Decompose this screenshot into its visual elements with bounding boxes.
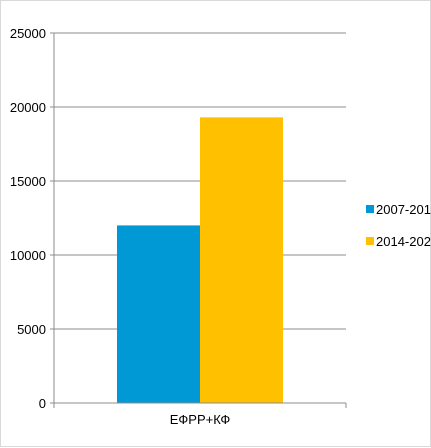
axes xyxy=(50,32,347,408)
y-tick-label: 5000 xyxy=(17,322,46,337)
x-tick-label: ЕФРР+КФ xyxy=(170,412,231,427)
legend-label-2014-2020: 2014-2020 xyxy=(376,234,431,249)
y-tick-label: 20000 xyxy=(10,100,46,115)
x-tick-labels: ЕФРР+КФ xyxy=(170,412,231,427)
y-tick-label: 10000 xyxy=(10,248,46,263)
y-tick-label: 15000 xyxy=(10,174,46,189)
legend-label-2007-2013: 2007-2013 xyxy=(376,202,431,217)
y-tick-label: 25000 xyxy=(10,26,46,41)
legend: 2007-2013 2014-2020 xyxy=(366,202,431,249)
legend-swatch-2007-2013 xyxy=(366,205,374,213)
y-tick-label: 0 xyxy=(39,396,46,411)
y-tick-labels: 0 5000 10000 15000 20000 25000 xyxy=(10,26,46,411)
bar-2007-2013 xyxy=(117,225,200,403)
bars xyxy=(117,117,283,404)
bar-2014-2020 xyxy=(200,117,283,404)
legend-swatch-2014-2020 xyxy=(366,237,374,245)
